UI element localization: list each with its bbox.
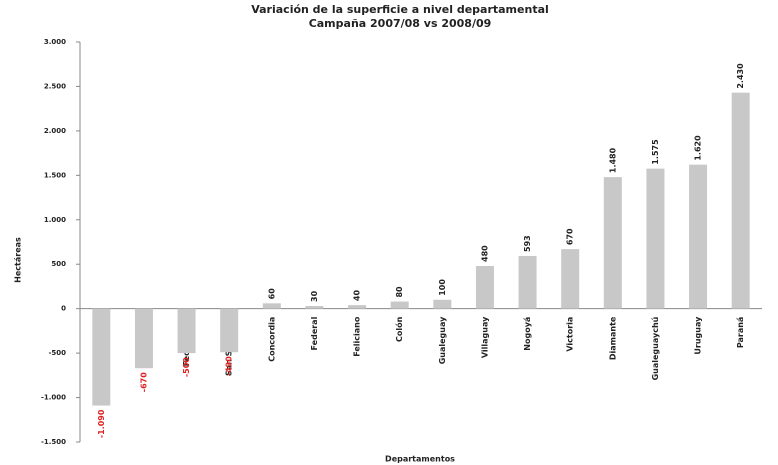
bar xyxy=(689,164,708,309)
x-tick-label: Concordia xyxy=(267,317,276,362)
value-label: -490 xyxy=(225,356,234,376)
x-tick-label: Federal xyxy=(310,316,319,350)
value-label: 1.575 xyxy=(651,139,660,165)
y-tick-label: -1.500 xyxy=(41,438,66,446)
value-label: 1.480 xyxy=(608,147,617,173)
y-tick-label: 2.000 xyxy=(44,127,66,135)
value-label: 2.430 xyxy=(736,63,745,89)
bar xyxy=(433,299,452,309)
value-label: -500 xyxy=(182,357,191,377)
value-label: 480 xyxy=(480,245,489,262)
bar xyxy=(262,303,281,309)
x-tick-label: Feliciano xyxy=(353,316,362,357)
y-tick-label: 1.000 xyxy=(44,216,66,224)
x-tick-label: Uruguay xyxy=(694,316,703,355)
value-label: 30 xyxy=(310,290,319,302)
value-label: -670 xyxy=(139,372,148,392)
bar xyxy=(134,308,153,369)
bar xyxy=(731,92,750,309)
bar xyxy=(92,308,111,406)
x-tick-label: Villaguay xyxy=(480,316,489,358)
value-label: 1.620 xyxy=(694,135,703,161)
value-label: 100 xyxy=(438,279,447,296)
bar xyxy=(561,249,580,309)
y-tick-label: -1.000 xyxy=(41,394,66,402)
x-tick-label: Victoria xyxy=(566,317,575,352)
x-tick-label: Paraná xyxy=(736,317,745,348)
x-axis-label: Departamentos xyxy=(385,455,455,464)
x-tick-label: Gualeguay xyxy=(438,316,447,364)
bar xyxy=(220,308,239,353)
bar xyxy=(603,177,622,309)
y-tick-label: 0 xyxy=(61,305,66,313)
bar xyxy=(305,306,324,309)
bar xyxy=(177,308,196,354)
x-tick-label: Nogoyá xyxy=(523,317,532,351)
x-tick-label: Colón xyxy=(394,316,404,342)
value-label: 40 xyxy=(353,290,362,302)
y-tick-label: 1.500 xyxy=(44,171,66,179)
value-label: 80 xyxy=(395,286,404,298)
bar xyxy=(390,301,409,309)
y-tick-label: 500 xyxy=(51,260,66,268)
x-tick-label: Gualeguaychú xyxy=(651,316,660,380)
y-tick-label: 3.000 xyxy=(44,38,66,46)
value-label: -1.090 xyxy=(97,409,106,438)
y-axis-label: Hectáreas xyxy=(14,237,23,283)
bar xyxy=(518,255,537,309)
bar xyxy=(475,266,494,309)
bar xyxy=(646,168,665,309)
y-tick-label: 2.500 xyxy=(44,82,66,90)
value-label: 593 xyxy=(523,235,532,252)
y-tick-label: -500 xyxy=(48,349,66,357)
value-label: 670 xyxy=(566,228,575,245)
chart-subtitle: Campaña 2007/08 vs 2008/09 xyxy=(309,17,492,30)
value-label: 60 xyxy=(267,288,276,300)
chart-title: Variación de la superficie a nivel depar… xyxy=(251,3,549,16)
x-tick-label: Diamante xyxy=(608,316,617,360)
bar xyxy=(348,305,367,309)
